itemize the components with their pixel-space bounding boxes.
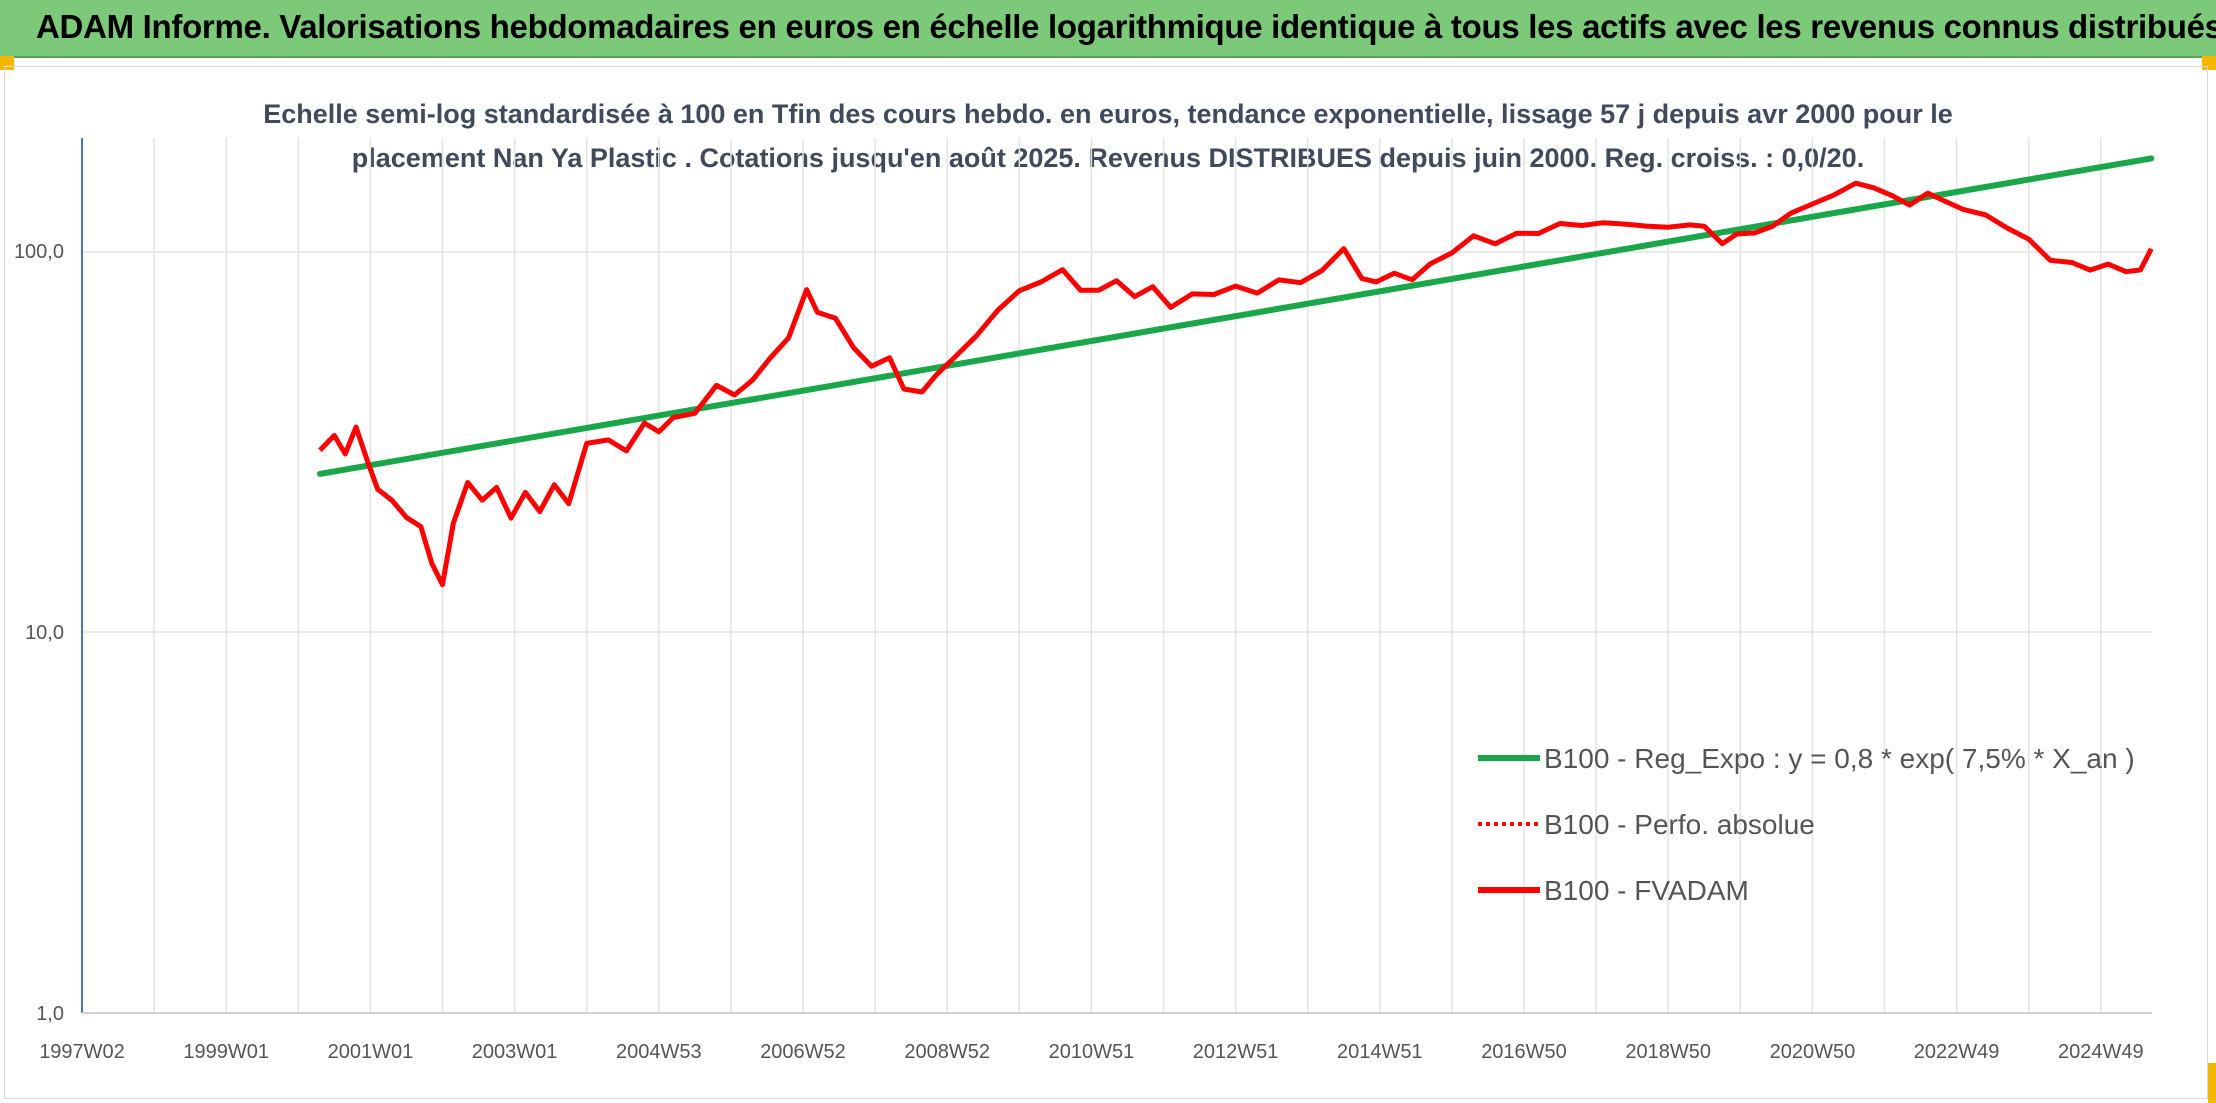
x-tick-label: 2001W01 [328,1041,414,1063]
chart-title: Echelle semi-log standardisée à 100 en T… [0,92,2216,180]
chart-title-line-2: placement Nan Ya Plastic . Cotations jus… [351,143,1865,173]
x-tick-label: 1999W01 [183,1041,269,1063]
x-tick-label: 2024W49 [2058,1041,2144,1063]
corner-marker-bottom-right [2208,1063,2216,1103]
x-tick-label: 2004W53 [616,1041,702,1063]
legend-regression-label: B100 - Reg_Expo : y = 0,8 * exp( 7,5% * … [1544,743,2135,774]
x-tick-label: 2006W52 [760,1041,846,1063]
x-tick-label: 2012W51 [1193,1041,1279,1063]
x-tick-label: 2008W52 [904,1041,990,1063]
series-layer [316,155,2155,588]
legend: B100 - Reg_Expo : y = 0,8 * exp( 7,5% * … [1478,743,2135,906]
page-title: ADAM Informe. Valorisations hebdomadaire… [36,8,2216,45]
y-tick-label: 1,0 [36,1003,64,1025]
axes: 1,0 10,0 100,0 1997W02 1999W01 2001W01 2003W01… [14,138,2152,1063]
grid-lines [81,138,2152,1013]
y-tick-label: 100,0 [14,241,64,263]
y-tick-label: 10,0 [25,622,64,644]
x-tick-label: 2018W50 [1625,1041,1711,1063]
chart-frame [4,66,2208,1099]
header-banner: ADAM Informe. Valorisations hebdomadaire… [0,0,2216,58]
legend-fvadam-label: B100 - FVADAM [1544,875,1749,906]
x-tick-label: 2016W50 [1481,1041,1567,1063]
regression-line [316,155,2155,477]
x-tick-label: 2022W49 [1914,1041,2000,1063]
legend-perfo-absolue-label: B100 - Perfo. absolue [1544,809,1815,840]
x-tick-label: 2014W51 [1337,1041,1423,1063]
x-tick-label: 1997W02 [39,1041,125,1063]
x-tick-label: 2003W01 [472,1041,558,1063]
fvadam-line [318,180,2154,588]
chart-title-line-1: Echelle semi-log standardisée à 100 en T… [263,99,1953,129]
x-tick-label: 2020W50 [1770,1041,1856,1063]
x-tick-label: 2010W51 [1049,1041,1135,1063]
